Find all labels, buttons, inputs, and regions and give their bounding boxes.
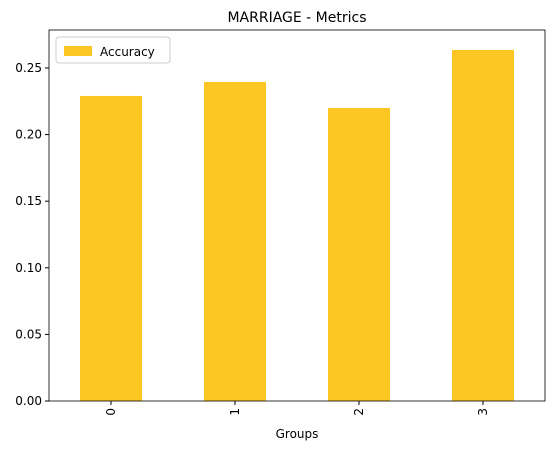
y-tick-label: 0.20 xyxy=(15,128,42,142)
bar xyxy=(80,95,142,401)
y-tick-label: 0.15 xyxy=(15,194,42,208)
bar xyxy=(204,81,266,402)
legend-label: Accuracy xyxy=(100,45,155,59)
y-tick-label: 0.05 xyxy=(15,327,42,341)
x-tick-label: 3 xyxy=(476,408,490,416)
x-tick-label: 0 xyxy=(104,408,118,416)
y-tick-label: 0.25 xyxy=(15,61,42,75)
legend-box xyxy=(55,36,171,64)
y-tick-label: 0.00 xyxy=(15,394,42,408)
plot-frame xyxy=(48,29,546,402)
legend-swatch xyxy=(64,46,92,56)
x-tick-label: 2 xyxy=(352,408,366,416)
x-tick-label: 1 xyxy=(228,408,242,416)
bar xyxy=(452,49,514,401)
chart-title: MARRIAGE - Metrics xyxy=(227,10,366,26)
y-tick-label: 0.10 xyxy=(15,261,42,275)
bar xyxy=(328,107,390,401)
x-axis-label: Groups xyxy=(276,427,319,441)
